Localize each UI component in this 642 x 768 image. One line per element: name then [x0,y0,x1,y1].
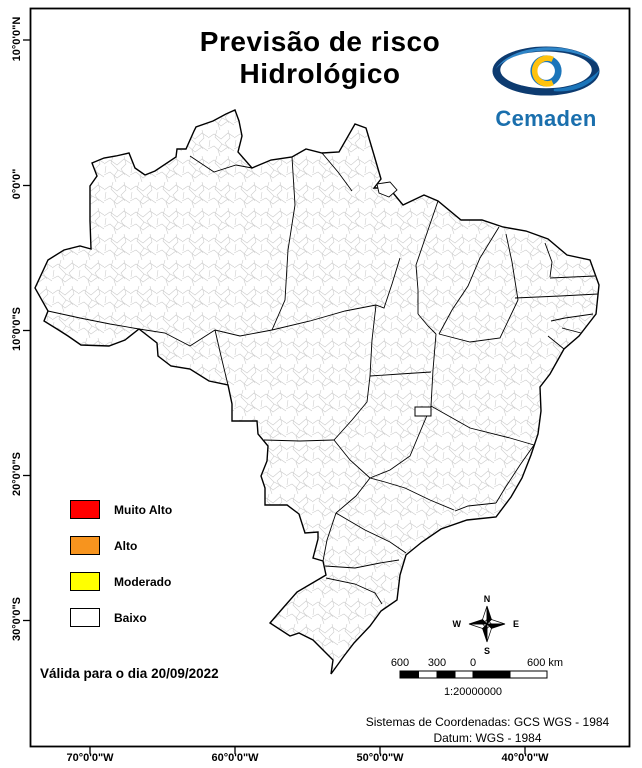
compass-north-label: N [484,594,491,604]
validity-note: Válida para o dia 20/09/2022 [40,666,219,681]
legend-item-baixo: Baixo [70,608,172,627]
legend-swatch-moderado [70,572,100,591]
scale-label-300: 300 [428,657,446,669]
cemaden-logo: Cemaden [462,42,630,132]
scale-bar: 600 300 0 600 km 1:20000000 [391,657,563,698]
lon-axis-label-50w: 50°0'0"W [356,752,404,764]
cemaden-eye-icon [492,46,600,96]
compass-south-label: S [484,646,490,656]
scale-label-600km: 600 km [527,657,563,669]
legend-swatch-muito-alto [70,500,100,519]
scale-label-0: 0 [470,657,476,669]
coordinate-system-line1: Sistemas de Coordenadas: GCS WGS - 1984 [365,715,610,729]
coordinate-system-line2: Datum: WGS - 1984 [433,731,542,746]
legend-swatch-baixo [70,608,100,627]
compass-east-label: E [513,619,519,629]
marajo-island [376,181,398,198]
risk-legend: Muito Alto Alto Moderado Baixo [70,500,172,644]
page-title-line1: Previsão de risco [199,26,441,57]
lat-axis-label-10s: 10°0'0"S [11,306,23,352]
validity-date: 20/09/2022 [151,666,219,681]
legend-label-baixo: Baixo [114,610,147,625]
page-title: Previsão de risco Hidrológico [150,26,490,90]
lat-axis-label-20s: 20°0'0"S [11,451,23,497]
lat-axis-label-30s: 30°0'0"S [11,596,23,642]
scale-label-600-left: 600 [391,657,409,669]
page-title-line2: Hidrológico [239,58,401,90]
map-frame-border [29,7,631,748]
coordinate-system-note: Sistemas de Coordenadas: GCS WGS - 1984 … [345,714,630,746]
lon-axis-label-60w: 60°0'0"W [211,752,259,764]
legend-item-moderado: Moderado [70,572,172,591]
scale-ratio: 1:20000000 [444,686,502,698]
lon-axis-label-70w: 70°0'0"W [66,752,114,764]
legend-label-muito-alto: Muito Alto [114,502,173,517]
municipality-texture [34,109,600,675]
lat-axis-label-0: 0°0'0" [11,168,23,200]
legend-item-muito-alto: Muito Alto [70,500,172,519]
state-borders [47,152,599,605]
lat-axis-label-10n: 10°0'0"N [11,16,23,62]
lon-axis-label-40w: 40°0'0"W [501,752,549,764]
legend-label-moderado: Moderado [114,574,172,589]
compass-west-label: W [453,619,462,629]
cemaden-wordmark: Cemaden [495,106,597,131]
legend-swatch-alto [70,536,100,555]
compass-rose-icon: N S E W [453,594,520,656]
distrito-federal-outline [414,406,432,417]
graticule-ticks [23,39,526,754]
validity-label: Válida para o dia [40,666,148,681]
legend-label-alto: Alto [114,538,138,553]
legend-item-alto: Alto [70,536,172,555]
